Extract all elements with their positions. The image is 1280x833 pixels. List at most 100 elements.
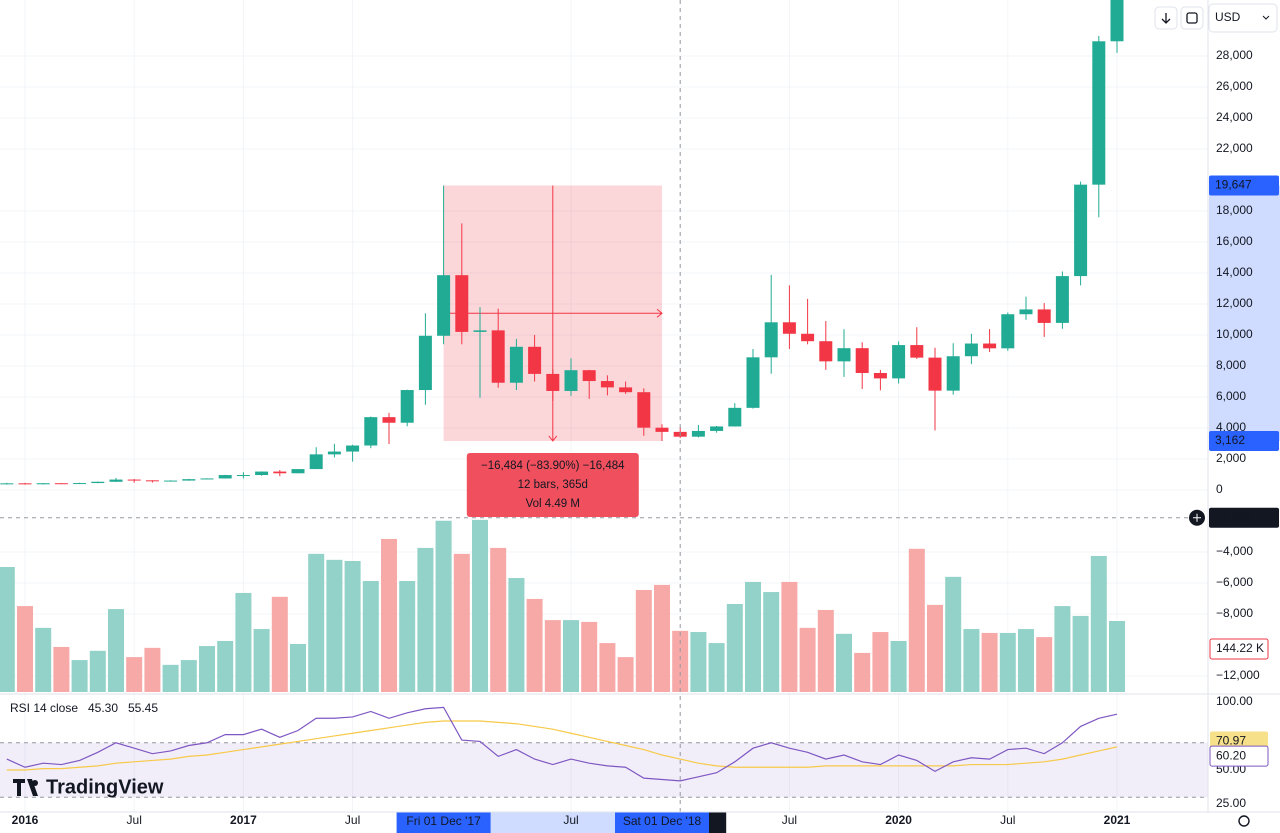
volume-bar bbox=[672, 630, 689, 692]
high-price-label-box bbox=[1209, 175, 1279, 196]
rsi-tick-label: 25.00 bbox=[1216, 796, 1246, 810]
candle-body bbox=[892, 345, 906, 379]
y-tick-label: 22,000 bbox=[1216, 141, 1253, 155]
candle-body bbox=[164, 480, 178, 482]
volume-bar bbox=[435, 520, 452, 692]
candle-body bbox=[764, 322, 778, 358]
last-volume-label-box bbox=[1209, 638, 1269, 660]
volume-bar bbox=[1090, 555, 1107, 692]
volume-bar bbox=[726, 603, 743, 692]
volume-bar bbox=[326, 559, 343, 692]
volume-bar bbox=[1018, 629, 1034, 692]
candle-body bbox=[837, 348, 851, 362]
volume-bar bbox=[199, 646, 215, 692]
y-tick-label: −12,000 bbox=[1216, 668, 1260, 682]
measure-end-label: Sat 01 Dec '18 bbox=[623, 814, 702, 828]
y-tick-label: −8,000 bbox=[1216, 606, 1253, 620]
candle-body bbox=[418, 335, 432, 391]
candle-body bbox=[564, 370, 578, 391]
volume-bar bbox=[490, 547, 507, 692]
volume-bar bbox=[508, 578, 525, 692]
volume-bar bbox=[654, 584, 670, 692]
y-tick-label: −6,000 bbox=[1216, 575, 1253, 589]
candle-body bbox=[346, 445, 360, 452]
y-tick-label: 10,000 bbox=[1216, 327, 1253, 341]
candle-body bbox=[18, 483, 32, 485]
candle-body bbox=[983, 343, 997, 349]
candle-body bbox=[710, 426, 724, 431]
volume-bar bbox=[108, 609, 124, 692]
settings-button[interactable] bbox=[1238, 815, 1250, 827]
volume-bar bbox=[35, 627, 52, 692]
measure-end-label-box bbox=[615, 812, 709, 833]
rsi-last-label-box bbox=[1209, 745, 1269, 767]
candle-body bbox=[1055, 276, 1069, 323]
volume-bar bbox=[763, 592, 780, 692]
y-tick-label: 4,000 bbox=[1216, 420, 1246, 434]
fullscreen-button[interactable] bbox=[1180, 6, 1204, 30]
candle-body bbox=[273, 471, 287, 474]
volume-bar bbox=[472, 519, 488, 692]
candle-body bbox=[928, 357, 942, 391]
candle-body bbox=[546, 373, 560, 391]
candle-body bbox=[291, 469, 305, 474]
candle-body bbox=[855, 348, 869, 373]
x-tick-label: 2016 bbox=[12, 813, 39, 827]
rsi-title: RSI 14 close bbox=[10, 701, 78, 715]
volume-bar bbox=[308, 553, 325, 692]
y-tick-label: 6,000 bbox=[1216, 389, 1246, 403]
candle-body bbox=[964, 343, 978, 357]
volume-bar bbox=[290, 643, 306, 692]
volume-bar bbox=[963, 629, 980, 692]
y-tick-label: 2,000 bbox=[1216, 451, 1246, 465]
currency-dropdown[interactable] bbox=[1208, 3, 1278, 33]
volume-bar bbox=[217, 640, 234, 692]
candle-body bbox=[437, 275, 451, 336]
rsi-tick-label: 100.00 bbox=[1216, 694, 1253, 708]
candle-body bbox=[655, 427, 669, 432]
volume-bar bbox=[162, 664, 179, 692]
candle-body bbox=[54, 483, 68, 485]
price-axis-range bbox=[1209, 185, 1280, 441]
measure-info-text: 12 bars, 365d bbox=[518, 479, 588, 491]
candle-body bbox=[109, 479, 123, 482]
volume-bar bbox=[872, 632, 889, 692]
add-alert-icon bbox=[1193, 513, 1201, 522]
candle-body bbox=[73, 483, 87, 485]
volume-bar bbox=[89, 650, 106, 692]
y-tick-label: 0 bbox=[1216, 482, 1223, 496]
candle-body bbox=[691, 430, 705, 437]
rsi-legend-value: 55.45 bbox=[128, 701, 158, 715]
volume-bar bbox=[635, 589, 652, 692]
volume-bar bbox=[563, 620, 579, 692]
candle-body bbox=[491, 330, 505, 383]
time-axis-range bbox=[443, 812, 662, 833]
volume-bar bbox=[253, 629, 270, 692]
x-tick-label: Jul bbox=[563, 813, 578, 827]
low-price-label: 3,162 bbox=[1215, 433, 1245, 447]
volume-bar bbox=[799, 627, 816, 692]
volume-bar bbox=[617, 657, 634, 692]
x-tick-label: 2021 bbox=[1104, 813, 1131, 827]
y-tick-label: 12,000 bbox=[1216, 296, 1253, 310]
volume-bar bbox=[999, 632, 1016, 692]
logo-icon bbox=[13, 779, 38, 796]
candle-body bbox=[236, 475, 250, 477]
candle-body bbox=[364, 417, 378, 446]
volume-bar bbox=[180, 660, 197, 692]
volume-bar bbox=[526, 598, 543, 692]
candle-body bbox=[473, 330, 487, 332]
measure-info-text: Vol 4.49 M bbox=[526, 498, 580, 510]
candle-body bbox=[145, 480, 159, 482]
volume-bar bbox=[399, 581, 416, 692]
volume-bar bbox=[0, 566, 15, 692]
volume-bar bbox=[1036, 637, 1053, 692]
candle-body bbox=[309, 454, 323, 470]
volume-bar bbox=[599, 643, 616, 692]
candle-body bbox=[1019, 309, 1033, 315]
volume-bar bbox=[1054, 606, 1071, 692]
volume-bar bbox=[1072, 615, 1089, 692]
candle-body bbox=[946, 356, 960, 391]
candle-body bbox=[1001, 314, 1015, 349]
volume-bar bbox=[71, 660, 88, 692]
